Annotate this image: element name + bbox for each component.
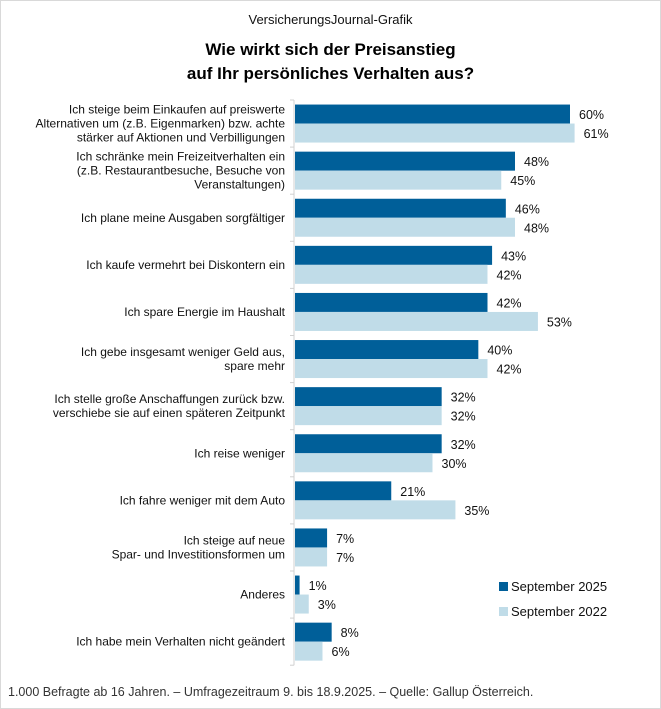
- category-label-line: (z.B. Restaurantbesuche, Besuche von: [77, 164, 285, 178]
- category-label-line: Ich fahre weniger mit dem Auto: [120, 493, 286, 507]
- value-label-september-2025: 8%: [341, 626, 359, 640]
- value-label-september-2022: 53%: [547, 315, 572, 329]
- bar-september-2022: [295, 170, 502, 190]
- bar-september-2022: [295, 123, 575, 143]
- value-label-september-2022: 42%: [497, 268, 522, 282]
- value-label-september-2022: 45%: [510, 174, 535, 188]
- bar-september-2025: [295, 387, 442, 407]
- value-label-september-2025: 32%: [451, 391, 476, 405]
- value-label-september-2025: 1%: [309, 579, 327, 593]
- category-label-line: Ich reise weniger: [194, 446, 285, 460]
- value-label-september-2022: 3%: [318, 598, 336, 612]
- category-label-line: Ich kaufe vermehrt bei Diskontern ein: [86, 258, 285, 272]
- value-label-september-2022: 30%: [442, 457, 467, 471]
- category-label: Ich steige auf neue Spar- und Investition…: [112, 533, 286, 561]
- legend-swatch: [499, 582, 508, 591]
- category-label-line: Ich spare Energie im Haushalt: [124, 305, 285, 319]
- value-label-september-2025: 32%: [451, 438, 476, 452]
- category-label-line: Ich schränke mein Freizeitverhalten ein: [76, 150, 285, 164]
- bar-september-2025: [295, 528, 328, 548]
- category-label-line: Ich gebe insgesamt weniger Geld aus,: [81, 345, 285, 359]
- value-label-september-2022: 7%: [336, 551, 354, 565]
- bar-september-2022: [295, 547, 328, 567]
- bar-september-2022: [295, 594, 309, 614]
- category-label-line: Spar- und Investitionsformen um: [112, 547, 285, 561]
- bar-september-2022: [295, 311, 538, 331]
- chart-title-line-1: Wie wirkt sich der Preisanstieg: [205, 40, 456, 59]
- bar-september-2025: [295, 481, 392, 501]
- category-label-line: Anderes: [240, 588, 285, 602]
- category-label: Ich schränke mein Freizeitverhalten ein(…: [76, 150, 285, 192]
- category-label-line: Ich stelle große Anschaffungen zurück bz…: [54, 392, 285, 406]
- category-label-line: stärker auf Aktionen und Verbilligungen: [77, 131, 285, 145]
- value-label-september-2022: 32%: [451, 410, 476, 424]
- value-label-september-2025: 48%: [524, 155, 549, 169]
- value-label-september-2025: 21%: [400, 485, 425, 499]
- category-label-line: verschiebe sie auf einen späteren Zeitpu…: [53, 406, 286, 420]
- value-label-september-2022: 35%: [464, 504, 489, 518]
- bar-september-2022: [295, 641, 323, 661]
- category-label: Ich plane meine Ausgaben sorgfältiger: [81, 211, 285, 225]
- value-label-september-2025: 40%: [487, 344, 512, 358]
- bar-september-2022: [295, 217, 515, 237]
- value-label-september-2025: 42%: [497, 296, 522, 310]
- category-label: Anderes: [240, 588, 285, 602]
- value-label-september-2025: 60%: [579, 108, 604, 122]
- category-label-line: spare mehr: [224, 359, 285, 373]
- chart-title: Wie wirkt sich der Preisanstieg auf Ihr …: [0, 38, 661, 86]
- category-label-line: Veranstaltungen): [194, 178, 285, 192]
- category-label: Ich reise weniger: [194, 446, 285, 460]
- category-label-line: Ich steige auf neue: [184, 533, 286, 547]
- bar-september-2025: [295, 434, 442, 454]
- value-label-september-2025: 43%: [501, 249, 526, 263]
- category-label: Ich steige beim Einkaufen auf preiswerte…: [36, 103, 286, 145]
- source-note: 1.000 Befragte ab 16 Jahren. – Umfrageze…: [8, 685, 534, 699]
- bar-september-2025: [295, 198, 506, 218]
- category-label: Ich stelle große Anschaffungen zurück bz…: [53, 392, 286, 420]
- category-label: Ich habe mein Verhalten nicht geändert: [76, 635, 285, 649]
- chart-kicker: VersicherungsJournal-Grafik: [248, 12, 413, 27]
- chart-title-line-2: auf Ihr persönliches Verhalten aus?: [186, 64, 475, 83]
- bar-september-2022: [295, 264, 488, 284]
- category-label-line: Ich steige beim Einkaufen auf preiswerte: [69, 103, 285, 117]
- legend-swatch: [499, 607, 508, 616]
- bar-september-2022: [295, 406, 442, 426]
- bar-september-2025: [295, 622, 332, 642]
- value-label-september-2025: 7%: [336, 532, 354, 546]
- value-label-september-2022: 61%: [584, 127, 609, 141]
- category-label: Ich gebe insgesamt weniger Geld aus, spar…: [81, 345, 285, 373]
- category-label: Ich fahre weniger mit dem Auto: [120, 493, 286, 507]
- value-label-september-2022: 42%: [497, 363, 522, 377]
- legend-label: September 2025: [511, 579, 607, 594]
- bar-september-2022: [295, 500, 456, 520]
- category-label-line: Ich habe mein Verhalten nicht geändert: [76, 635, 285, 649]
- category-label: Ich kaufe vermehrt bei Diskontern ein: [86, 258, 285, 272]
- value-label-september-2022: 6%: [332, 645, 350, 659]
- bar-september-2025: [295, 575, 300, 595]
- bar-september-2022: [295, 453, 433, 473]
- bar-september-2022: [295, 359, 488, 379]
- value-label-september-2022: 48%: [524, 221, 549, 235]
- bar-september-2025: [295, 292, 488, 312]
- bar-september-2025: [295, 245, 493, 265]
- bar-september-2025: [295, 151, 515, 171]
- category-label: Ich spare Energie im Haushalt: [124, 305, 285, 319]
- bar-september-2025: [295, 104, 570, 124]
- value-label-september-2025: 46%: [515, 202, 540, 216]
- category-label-line: Ich plane meine Ausgaben sorgfältiger: [81, 211, 285, 225]
- legend-label: September 2022: [511, 604, 607, 619]
- bar-september-2025: [295, 340, 479, 360]
- category-label-line: Alternativen um (z.B. Eigenmarken) bzw. …: [36, 117, 286, 131]
